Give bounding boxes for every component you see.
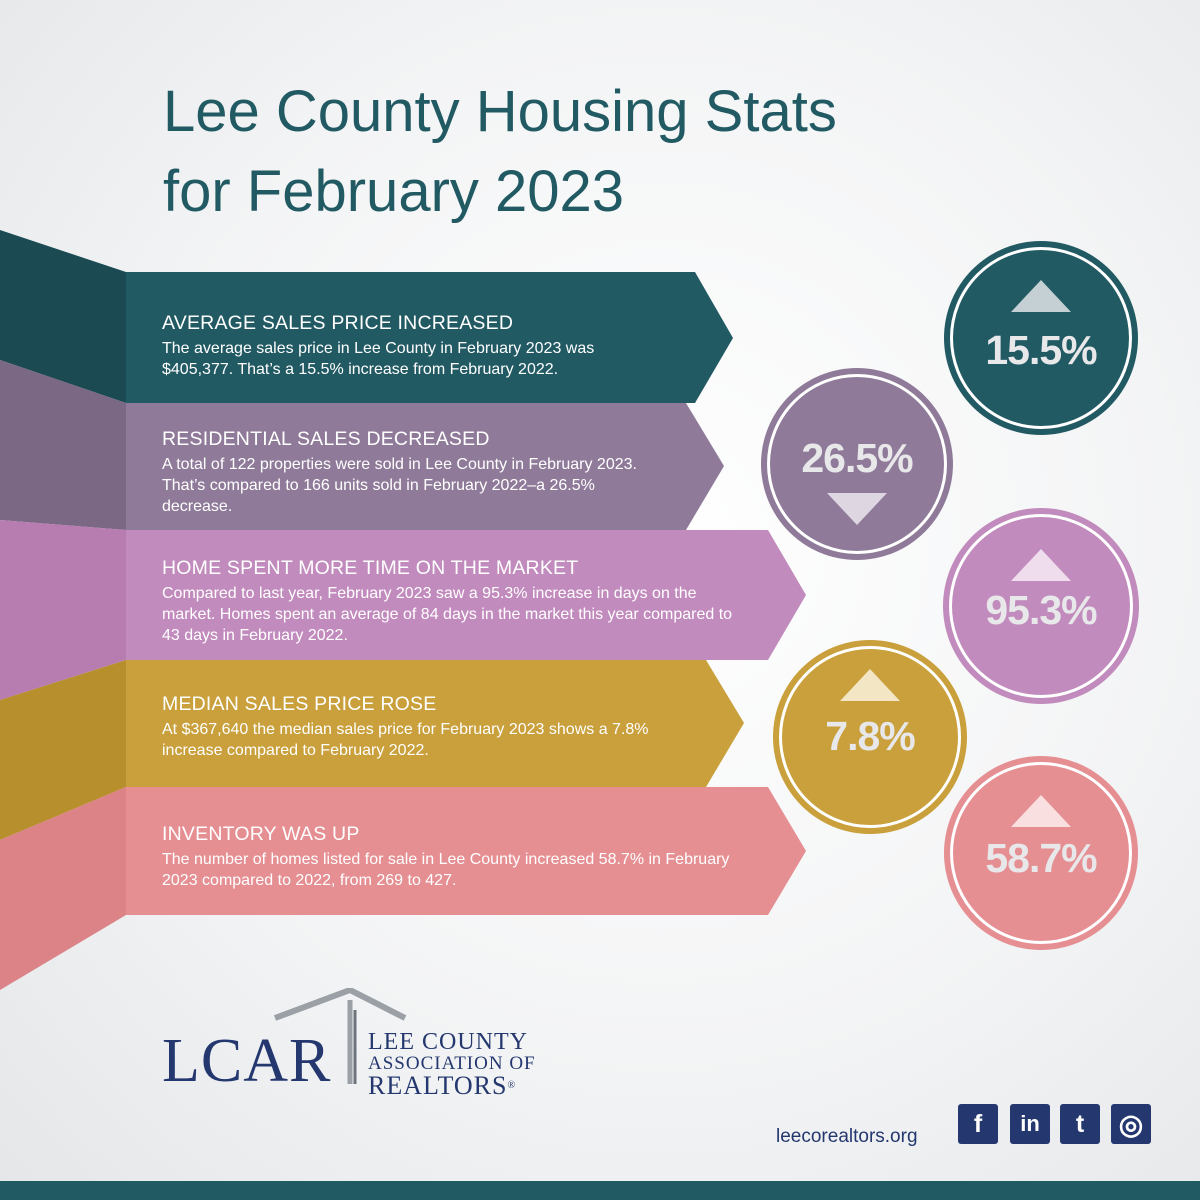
stat-average-sales-price: AVERAGE SALES PRICE INCREASED The averag… xyxy=(162,311,662,380)
ribbon-tail-2 xyxy=(0,360,126,530)
logo-words: LEE COUNTY ASSOCIATION OF REALTORS® xyxy=(368,1029,536,1099)
arrow-up-icon xyxy=(1011,795,1071,827)
ribbon-tail-4 xyxy=(0,660,126,840)
arrow-up-icon xyxy=(840,669,900,701)
ribbon-band-4 xyxy=(126,660,744,787)
twitter-icon[interactable]: t xyxy=(1060,1104,1100,1144)
logo-realtors: REALTORS xyxy=(368,1071,508,1100)
stat-body: At $367,640 the median sales price for F… xyxy=(162,721,649,759)
registered-mark: ® xyxy=(507,1080,517,1091)
logo-line-2: ASSOCIATION OF xyxy=(368,1053,536,1074)
logo-line-3: REALTORS® xyxy=(368,1073,536,1099)
stat-heading: MEDIAN SALES PRICE ROSE xyxy=(162,693,437,715)
ribbon-band-2 xyxy=(126,403,724,530)
facebook-icon[interactable]: f xyxy=(958,1104,998,1144)
ribbon-tail-1 xyxy=(0,230,126,403)
stat-body: The average sales price in Lee County in… xyxy=(162,340,595,378)
percent-badge-3: 95.3% xyxy=(949,514,1133,698)
house-roof-icon xyxy=(273,988,407,1084)
stat-heading: INVENTORY WAS UP xyxy=(162,823,360,845)
ribbon-tail-3 xyxy=(0,520,126,700)
stat-time-on-market: HOME SPENT MORE TIME ON THE MARKET Compa… xyxy=(162,556,737,646)
stat-residential-sales: RESIDENTIAL SALES DECREASED A total of 1… xyxy=(162,427,667,517)
percent-badge-1: 15.5% xyxy=(950,247,1132,429)
percent-badge-4: 7.8% xyxy=(779,646,961,828)
page-title: Lee County Housing Stats for February 20… xyxy=(163,72,837,232)
percent-value: 26.5% xyxy=(801,435,913,481)
lcar-logo: LCAR LEE COUNTY ASSOCIATION OF REALTORS® xyxy=(160,988,580,1099)
title-line-1: Lee County Housing Stats xyxy=(163,79,837,144)
stat-body: Compared to last year, February 2023 saw… xyxy=(162,585,733,644)
arrow-up-icon xyxy=(1011,549,1071,581)
ribbon-band-1 xyxy=(126,272,733,403)
percent-badge-2: 26.5% xyxy=(767,374,947,554)
arrow-up-icon xyxy=(1011,280,1071,312)
percent-value: 95.3% xyxy=(985,587,1097,633)
percent-value: 7.8% xyxy=(825,713,915,759)
percent-badge-5: 58.7% xyxy=(950,762,1132,944)
website-link[interactable]: leecorealtors.org xyxy=(776,1126,918,1147)
bottom-bar xyxy=(0,1181,1200,1200)
ribbon-band-3 xyxy=(126,530,806,660)
stat-heading: AVERAGE SALES PRICE INCREASED xyxy=(162,312,514,334)
stat-body: The number of homes listed for sale in L… xyxy=(162,851,730,889)
ribbon-tail-5 xyxy=(0,787,126,990)
logo-letters: LCAR xyxy=(162,1027,332,1095)
arrow-down-icon xyxy=(827,493,887,525)
percent-value: 15.5% xyxy=(985,327,1097,373)
logo-line-1: LEE COUNTY xyxy=(368,1029,528,1055)
instagram-icon[interactable]: ◎ xyxy=(1111,1104,1151,1144)
stat-inventory: INVENTORY WAS UP The number of homes lis… xyxy=(162,822,752,891)
stat-body: A total of 122 properties were sold in L… xyxy=(162,456,637,515)
stat-heading: HOME SPENT MORE TIME ON THE MARKET xyxy=(162,557,579,579)
title-line-2: for February 2023 xyxy=(163,159,625,224)
stat-heading: RESIDENTIAL SALES DECREASED xyxy=(162,428,490,450)
percent-value: 58.7% xyxy=(985,835,1097,881)
linkedin-icon[interactable]: in xyxy=(1010,1104,1050,1144)
stat-median-sales-price: MEDIAN SALES PRICE ROSE At $367,640 the … xyxy=(162,692,672,761)
ribbon-band-5 xyxy=(126,787,806,915)
